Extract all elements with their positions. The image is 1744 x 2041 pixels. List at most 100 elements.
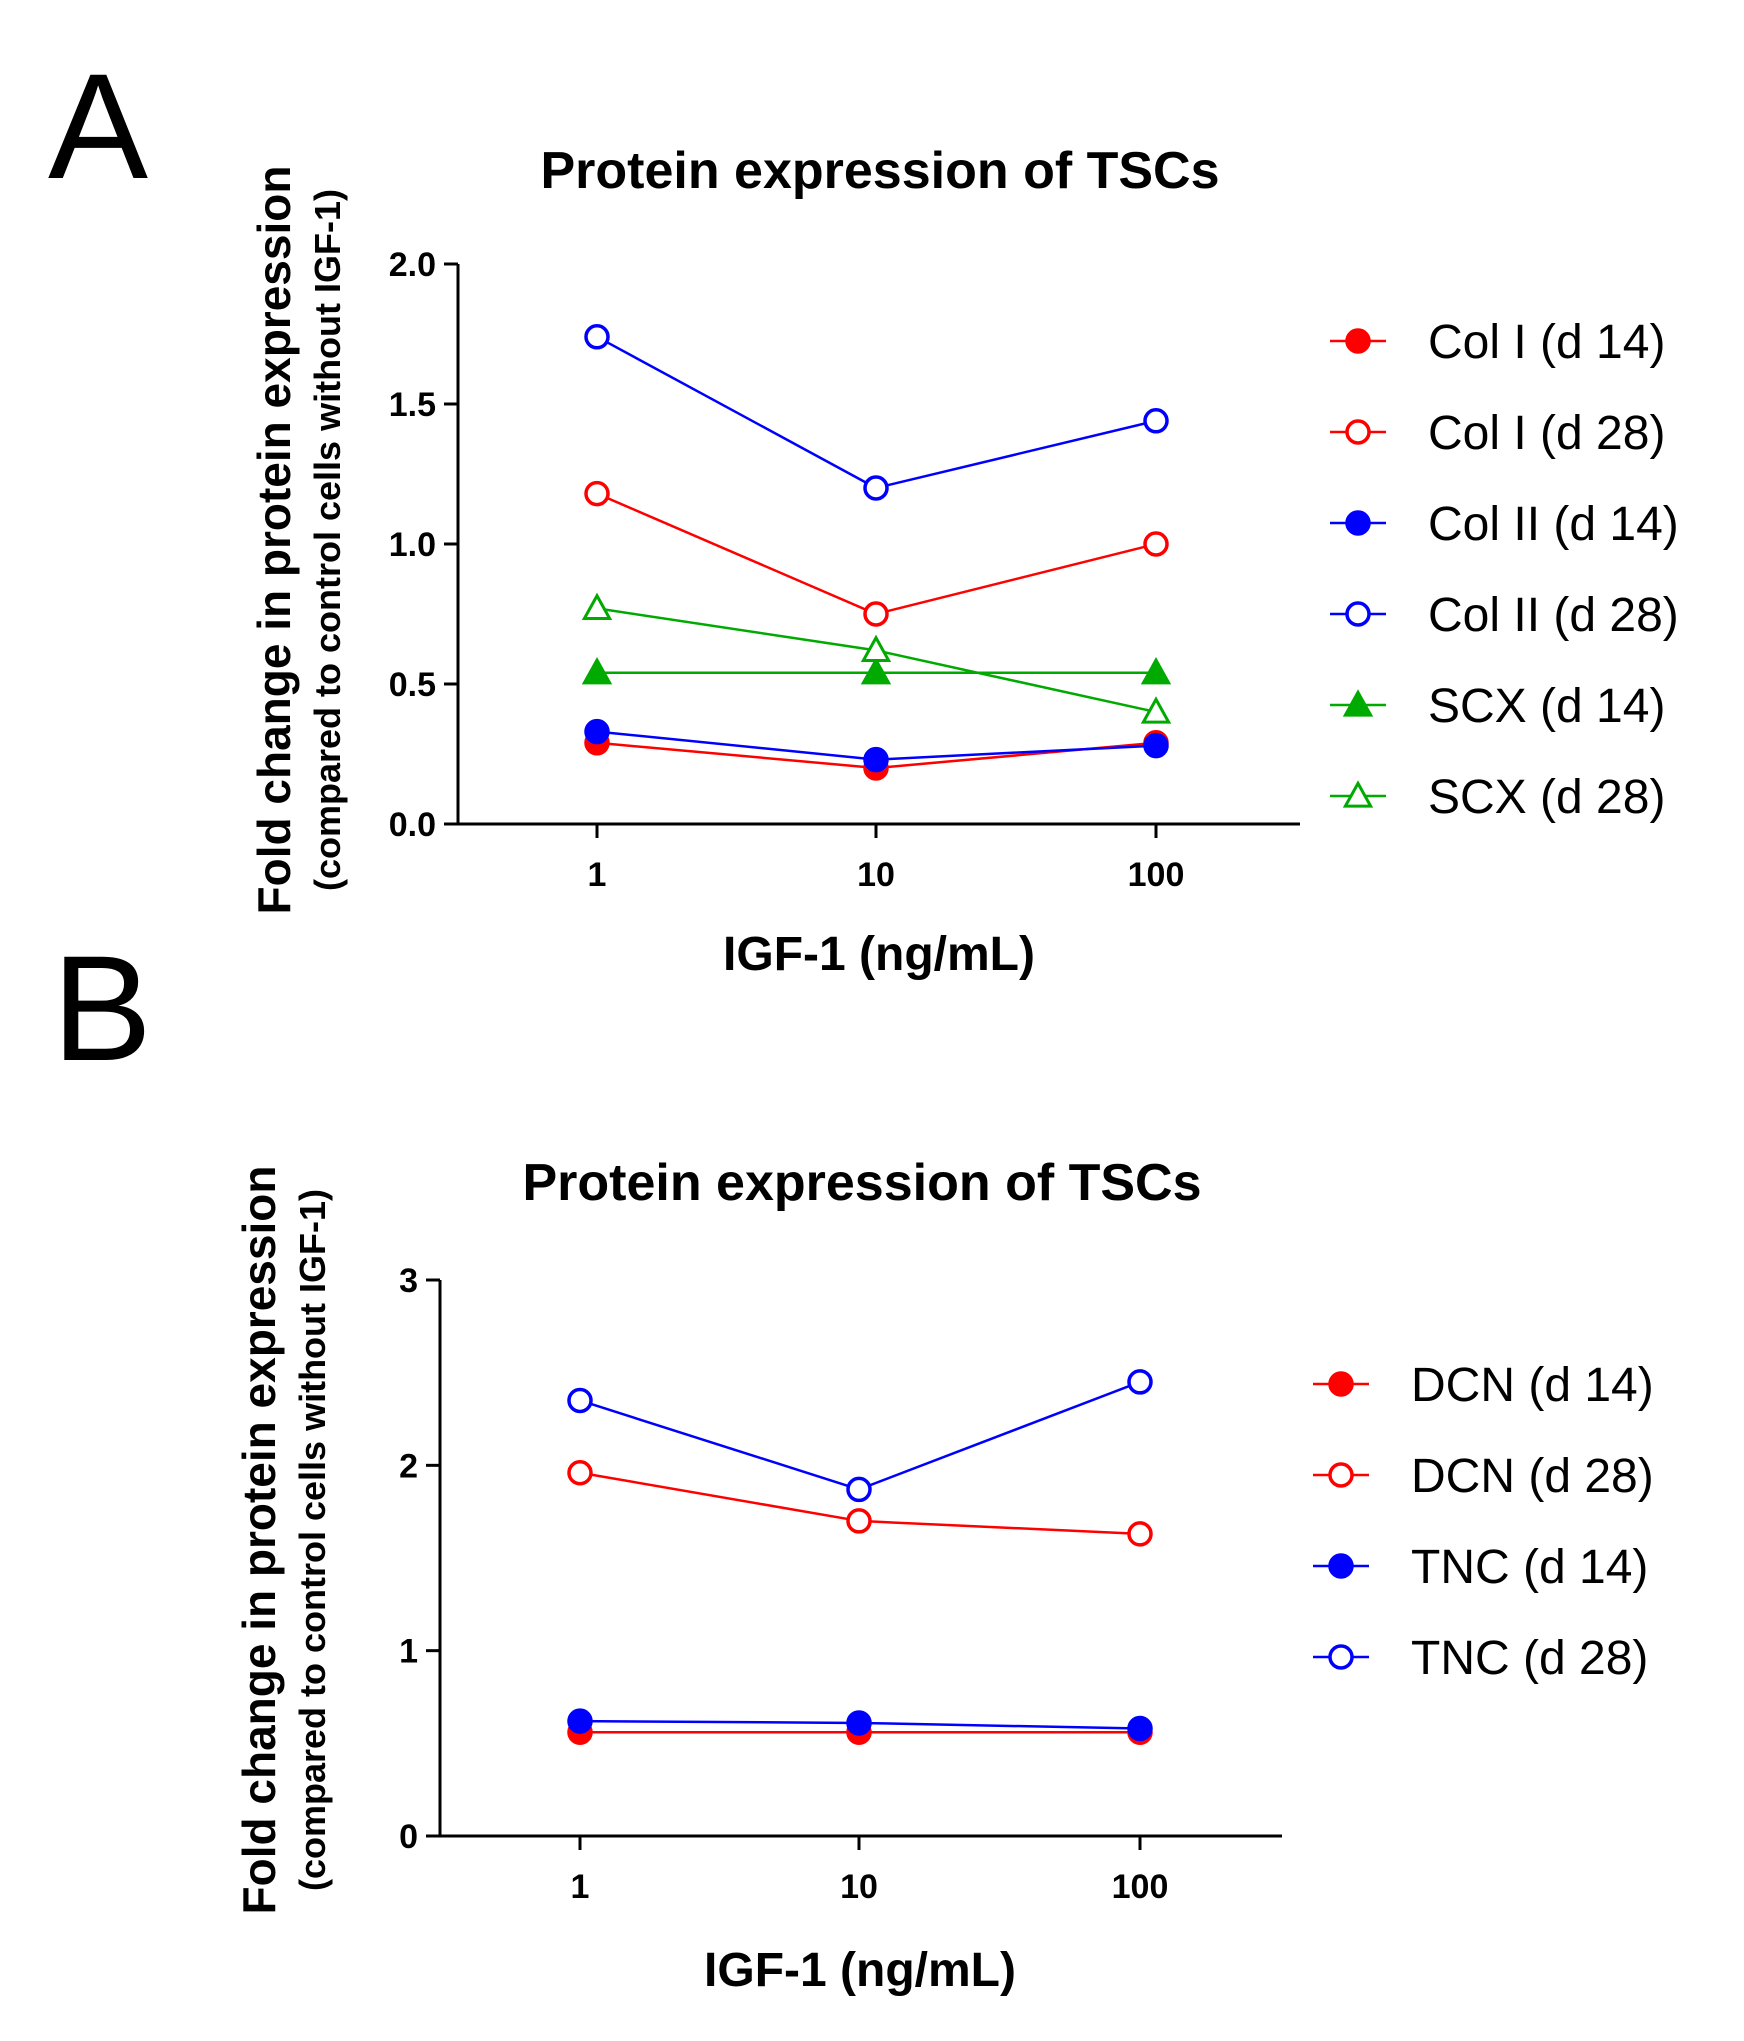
data-point-col-i-d-28 — [863, 601, 889, 627]
panel-b-y-tick-label: 2 — [399, 1447, 418, 1485]
legend-marker — [1345, 510, 1371, 536]
data-point-scx-d-28 — [1140, 696, 1172, 724]
legend-item-tnc-d-14: TNC (d 14) — [1313, 1541, 1648, 1594]
series-scx-d-14 — [581, 657, 1172, 685]
panel-b-x-ticks: 1 10 100 — [571, 1836, 1169, 1906]
panel-b-x-tick-label: 100 — [1112, 1868, 1169, 1906]
panel-a: A Protein expression of TSCs Fold change… — [48, 42, 1679, 981]
data-point-scx-d-28 — [860, 634, 892, 663]
panel-a-letter: A — [48, 42, 148, 210]
panel-b: B Protein expression of TSCs Fold change… — [52, 924, 1654, 1997]
data-point-col-ii-d-28 — [1143, 408, 1169, 434]
data-point-col-ii-d-14 — [863, 746, 889, 773]
panel-a-y-tick-label: 2.0 — [389, 246, 436, 284]
legend-label: TNC (d 14) — [1411, 1541, 1648, 1594]
panel-b-y-tick-label: 1 — [399, 1633, 418, 1671]
panel-a-x-tick-label: 10 — [857, 856, 895, 894]
legend-marker — [1342, 689, 1374, 717]
data-point-tnc-d-28 — [846, 1476, 872, 1503]
panel-b-y-ticks: 0 1 2 3 — [399, 1262, 440, 1856]
data-point-scx-d-14 — [1140, 657, 1172, 685]
panel-a-y-axis-label: Fold change in protein expression (compa… — [248, 166, 348, 915]
panel-a-y-tick-label: 1.0 — [389, 526, 436, 564]
data-point-scx-d-14 — [860, 657, 892, 685]
legend-label: DCN (d 14) — [1411, 1359, 1654, 1412]
panel-b-y-axis-subtitle: (compared to control cells without IGF-1… — [292, 1189, 333, 1891]
series-col-ii-d-28 — [584, 324, 1169, 501]
legend-label: Col II (d 28) — [1428, 589, 1679, 642]
panel-a-series — [581, 324, 1172, 781]
panel-a-x-axis-title: IGF-1 (ng/mL) — [723, 928, 1035, 981]
legend-label: Col I (d 14) — [1428, 316, 1665, 369]
data-point-tnc-d-14 — [1127, 1715, 1153, 1742]
legend-item-col-i-d-14: Col I (d 14) — [1330, 316, 1665, 369]
panel-b-x-tick-label: 10 — [840, 1868, 878, 1906]
panel-a-y-tick-label: 0.5 — [389, 666, 436, 704]
data-point-scx-d-28 — [581, 592, 613, 621]
series-dcn-d-28 — [567, 1459, 1153, 1547]
legend-marker — [1328, 1553, 1354, 1579]
panel-b-x-axis-title: IGF-1 (ng/mL) — [704, 1944, 1016, 1997]
legend-item-dcn-d-28: DCN (d 28) — [1313, 1450, 1654, 1503]
panel-a-x-ticks: 1 10 100 — [588, 824, 1185, 894]
legend-item-tnc-d-28: TNC (d 28) — [1313, 1632, 1648, 1685]
panel-a-y-axis-title: Fold change in protein expression — [248, 166, 300, 915]
series-col-i-d-28 — [584, 480, 1169, 627]
legend-label: SCX (d 28) — [1428, 771, 1665, 824]
data-point-col-i-d-28 — [584, 480, 610, 507]
data-point-col-ii-d-28 — [863, 475, 889, 501]
data-point-tnc-d-28 — [1127, 1369, 1153, 1395]
legend-marker — [1342, 780, 1374, 808]
panel-b-y-tick-label: 3 — [399, 1262, 418, 1300]
data-point-col-ii-d-28 — [584, 324, 610, 350]
data-point-col-ii-d-14 — [584, 718, 610, 745]
legend-label: SCX (d 14) — [1428, 680, 1665, 733]
series-col-ii-d-14 — [584, 718, 1169, 773]
legend-marker — [1328, 1644, 1354, 1670]
data-point-dcn-d-28 — [1127, 1521, 1153, 1547]
panel-b-y-axis-label: Fold change in protein expression (compa… — [233, 1166, 333, 1915]
series-scx-d-28 — [581, 592, 1172, 724]
panel-a-y-tick-label: 1.5 — [389, 386, 436, 424]
data-point-tnc-d-14 — [846, 1710, 872, 1736]
data-point-col-i-d-28 — [1143, 531, 1169, 557]
legend-item-dcn-d-14: DCN (d 14) — [1313, 1359, 1654, 1412]
panel-b-x-tick-label: 1 — [571, 1868, 590, 1906]
panel-a-x-tick-label: 100 — [1128, 856, 1185, 894]
legend-label: Col I (d 28) — [1428, 407, 1665, 460]
legend-item-col-ii-d-28: Col II (d 28) — [1330, 589, 1679, 642]
legend-label: Col II (d 14) — [1428, 498, 1679, 551]
data-point-scx-d-14 — [581, 657, 613, 685]
data-point-dcn-d-28 — [846, 1508, 872, 1534]
legend-marker — [1328, 1371, 1354, 1397]
panel-a-x-tick-label: 1 — [588, 856, 607, 894]
panel-a-title: Protein expression of TSCs — [540, 142, 1219, 200]
panel-a-y-ticks: 0.0 0.5 1.0 1.5 2.0 — [389, 246, 458, 844]
series-tnc-d-28 — [567, 1369, 1153, 1503]
data-point-col-ii-d-14 — [1143, 732, 1169, 759]
panel-b-letter: B — [52, 924, 152, 1092]
legend-item-scx-d-28: SCX (d 28) — [1330, 771, 1665, 824]
panel-b-y-tick-label: 0 — [399, 1818, 418, 1856]
panel-a-y-axis-subtitle: (compared to control cells without IGF-1… — [307, 189, 348, 891]
legend-marker — [1345, 419, 1371, 445]
legend-item-scx-d-14: SCX (d 14) — [1330, 680, 1665, 733]
panel-a-legend: Col I (d 14) Col I (d 28) Col II (d 14) Col… — [1330, 316, 1679, 824]
legend-marker — [1328, 1462, 1354, 1488]
data-point-tnc-d-14 — [567, 1708, 593, 1734]
panel-b-series — [567, 1369, 1153, 1745]
data-point-dcn-d-28 — [567, 1459, 593, 1486]
series-tnc-d-14 — [567, 1708, 1153, 1742]
legend-label: TNC (d 28) — [1411, 1632, 1648, 1685]
panel-b-title: Protein expression of TSCs — [522, 1154, 1201, 1212]
legend-marker — [1345, 328, 1371, 354]
legend-item-col-i-d-28: Col I (d 28) — [1330, 407, 1665, 460]
data-point-tnc-d-28 — [567, 1387, 593, 1414]
panel-b-y-axis-title: Fold change in protein expression — [233, 1166, 285, 1915]
panel-a-y-tick-label: 0.0 — [389, 806, 436, 844]
legend-marker — [1345, 601, 1371, 627]
legend-label: DCN (d 28) — [1411, 1450, 1654, 1503]
legend-item-col-ii-d-14: Col II (d 14) — [1330, 498, 1679, 551]
panel-b-legend: DCN (d 14) DCN (d 28) TNC (d 14) TNC (d 28) — [1313, 1359, 1654, 1685]
